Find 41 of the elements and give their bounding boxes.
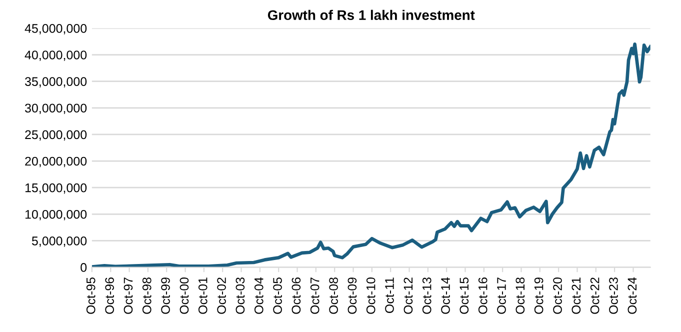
x-tick-label: Oct-16 — [478, 278, 488, 314]
y-tick-label: 5,000,000 — [32, 236, 87, 247]
x-tick-label: Oct-96 — [105, 278, 114, 314]
x-tick-label: Oct-01 — [198, 278, 208, 314]
chart-title: Growth of Rs 1 lakh investment — [268, 10, 475, 20]
x-tick-label: Oct-07 — [310, 278, 320, 314]
x-tick-label: Oct-17 — [497, 278, 506, 314]
x-tick-label: Oct-13 — [422, 278, 432, 314]
x-tick-label: Oct-98 — [142, 278, 152, 314]
x-tick-label: Oct-22 — [590, 278, 600, 314]
y-tick-label: 10,000,000 — [25, 210, 87, 220]
y-tick-label: 25,000,000 — [25, 130, 87, 141]
x-tick-label: Oct-04 — [254, 277, 264, 314]
x-tick-label: Oct-11 — [385, 278, 394, 313]
x-tick-label: Oct-23 — [609, 278, 618, 314]
x-tick-label: Oct-99 — [161, 278, 170, 314]
x-tick-label: Oct-02 — [217, 278, 226, 314]
x-tick-label: Oct-97 — [124, 278, 133, 314]
x-tick-label: Oct-24 — [628, 277, 637, 314]
x-tick-label: Oct-95 — [86, 278, 96, 314]
x-tick-label: Oct-20 — [553, 277, 562, 314]
x-tick-label: Oct-21 — [572, 278, 581, 314]
x-tick-label: Oct-12 — [404, 278, 413, 314]
x-tick-label: Oct-19 — [534, 278, 544, 314]
x-tick-label: Oct-18 — [516, 278, 525, 314]
x-tick-label: Oct-10 — [366, 277, 376, 314]
y-tick-label: 0 — [80, 263, 87, 272]
x-tick-label: Oct-09 — [348, 278, 357, 314]
x-tick-label: Oct-00 — [180, 277, 189, 314]
x-tick-label: Oct-03 — [236, 278, 245, 314]
y-tick-label: 15,000,000 — [25, 183, 87, 194]
y-tick-label: 30,000,000 — [24, 104, 87, 114]
x-tick-label: Oct-05 — [273, 278, 282, 314]
x-tick-label: Oct-06 — [292, 278, 301, 314]
y-tick-label: 35,000,000 — [24, 77, 87, 88]
y-tick-label: 45,000,000 — [24, 24, 87, 34]
y-tick-label: 20,000,000 — [25, 156, 87, 168]
y-tick-label: 40,000,000 — [24, 50, 87, 61]
x-tick-label: Oct-14 — [441, 277, 450, 314]
x-tick-label: Oct-15 — [460, 278, 469, 314]
x-tick-label: Oct-08 — [329, 278, 338, 314]
